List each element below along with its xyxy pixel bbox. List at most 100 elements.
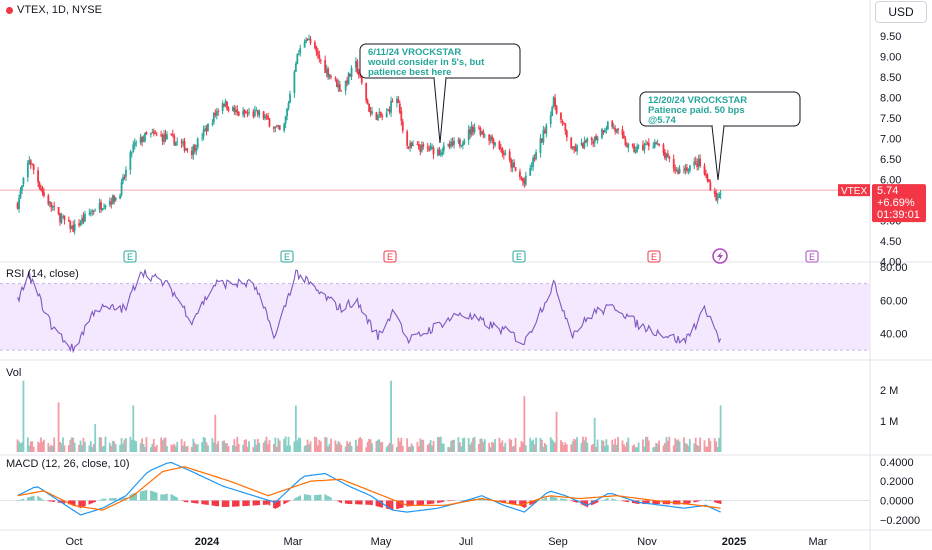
candle-body bbox=[642, 144, 644, 150]
candle-body bbox=[705, 174, 707, 176]
macd-histogram-bar bbox=[90, 500, 92, 504]
candle-body bbox=[47, 195, 50, 205]
volume-bar bbox=[396, 447, 398, 452]
volume-tick-label: 1 M bbox=[880, 416, 898, 428]
macd-histogram-bar bbox=[183, 500, 186, 502]
time-axis-label: Mar bbox=[809, 536, 828, 548]
macd-histogram-bar bbox=[160, 494, 162, 501]
macd-histogram-bar bbox=[308, 495, 310, 501]
candle-body bbox=[139, 137, 142, 143]
volume-bar bbox=[627, 437, 630, 452]
earnings-marker-label: E bbox=[651, 252, 657, 262]
volume-bar bbox=[447, 446, 450, 452]
volume-bar bbox=[592, 443, 595, 452]
candle-body bbox=[422, 144, 425, 147]
candle-body bbox=[114, 197, 117, 200]
volume-bar bbox=[313, 436, 316, 452]
volume-bar bbox=[338, 442, 341, 452]
macd-histogram-bar bbox=[205, 500, 208, 505]
annotation-text: would consider in 5's, but bbox=[367, 57, 485, 68]
volume-bar bbox=[170, 444, 173, 452]
candle-body bbox=[554, 97, 557, 107]
macd-histogram-bar bbox=[380, 500, 382, 508]
annotation-text: patience best here bbox=[368, 67, 451, 78]
candle-body bbox=[132, 144, 135, 152]
macd-histogram-bar bbox=[82, 500, 85, 507]
volume-bar bbox=[482, 441, 485, 452]
earnings-marker-label: E bbox=[516, 252, 522, 262]
macd-histogram-bar bbox=[624, 500, 627, 502]
earnings-marker-label: E bbox=[387, 252, 393, 262]
macd-histogram-bar bbox=[586, 500, 589, 508]
candle-body bbox=[248, 112, 250, 113]
candle-body bbox=[287, 103, 290, 109]
volume-bar bbox=[319, 441, 322, 452]
volume-bar bbox=[224, 443, 227, 452]
macd-histogram-bar bbox=[92, 500, 95, 503]
candle-body bbox=[368, 103, 370, 112]
macd-histogram-bar bbox=[360, 500, 363, 505]
candle-body bbox=[63, 215, 66, 221]
candle-body bbox=[611, 120, 614, 127]
volume-bar bbox=[171, 445, 174, 452]
macd-histogram-bar bbox=[88, 500, 91, 505]
candle-body bbox=[262, 111, 265, 119]
volume-bar bbox=[450, 440, 453, 452]
candle-body bbox=[264, 116, 267, 119]
volume-bar bbox=[78, 444, 80, 452]
volume-bar bbox=[666, 440, 669, 452]
currency-selector[interactable]: USD bbox=[875, 1, 927, 23]
macd-histogram-bar bbox=[245, 500, 247, 506]
volume-bar bbox=[212, 442, 215, 452]
macd-histogram-bar bbox=[463, 499, 466, 501]
candle-body bbox=[719, 193, 722, 195]
volume-bar bbox=[489, 447, 492, 452]
candle-body bbox=[94, 210, 97, 212]
macd-histogram-bar bbox=[646, 500, 649, 505]
volume-bar bbox=[98, 436, 101, 452]
volume-bar bbox=[246, 446, 249, 452]
volume-bar bbox=[256, 438, 259, 452]
macd-histogram-bar bbox=[508, 500, 511, 504]
candle-body bbox=[182, 141, 184, 143]
volume-bar bbox=[498, 437, 501, 452]
volume-bar bbox=[697, 445, 700, 452]
candle-body bbox=[318, 54, 321, 59]
candle-body bbox=[694, 161, 697, 163]
volume-bar bbox=[151, 443, 154, 452]
candle-body bbox=[416, 144, 419, 145]
macd-histogram-bar bbox=[224, 500, 227, 507]
macd-histogram-bar bbox=[274, 500, 277, 509]
macd-histogram-bar bbox=[110, 498, 113, 501]
volume-bar bbox=[637, 442, 640, 452]
volume-bar bbox=[258, 442, 261, 452]
volume-bar bbox=[305, 444, 308, 452]
candle-body bbox=[224, 100, 227, 106]
macd-histogram-bar bbox=[564, 499, 567, 501]
candle-body bbox=[703, 165, 706, 175]
volume-bar bbox=[215, 444, 218, 452]
macd-histogram-bar bbox=[151, 491, 154, 501]
macd-histogram-bar bbox=[585, 500, 587, 507]
volume-bar bbox=[545, 444, 548, 452]
volume-bar bbox=[718, 437, 721, 452]
volume-bar bbox=[397, 437, 400, 452]
macd-histogram-bar bbox=[255, 500, 258, 506]
volume-bar bbox=[562, 445, 565, 452]
volume-bar bbox=[369, 439, 372, 452]
volume-bar bbox=[252, 447, 255, 452]
macd-histogram-bar bbox=[286, 500, 288, 503]
volume-bar bbox=[164, 437, 167, 452]
volume-bar bbox=[356, 445, 359, 452]
candle-body bbox=[297, 54, 300, 56]
candle-body bbox=[463, 140, 466, 145]
candle-body bbox=[43, 192, 45, 196]
volume-bar bbox=[554, 442, 557, 452]
macd-histogram-bar bbox=[22, 498, 25, 501]
symbol-title[interactable]: VTEX, 1D, NYSE bbox=[6, 4, 102, 16]
macd-histogram-bar bbox=[605, 498, 608, 501]
macd-tick-label: 0.4000 bbox=[880, 457, 914, 469]
macd-histogram-bar bbox=[306, 494, 309, 501]
volume-bar bbox=[564, 442, 567, 452]
